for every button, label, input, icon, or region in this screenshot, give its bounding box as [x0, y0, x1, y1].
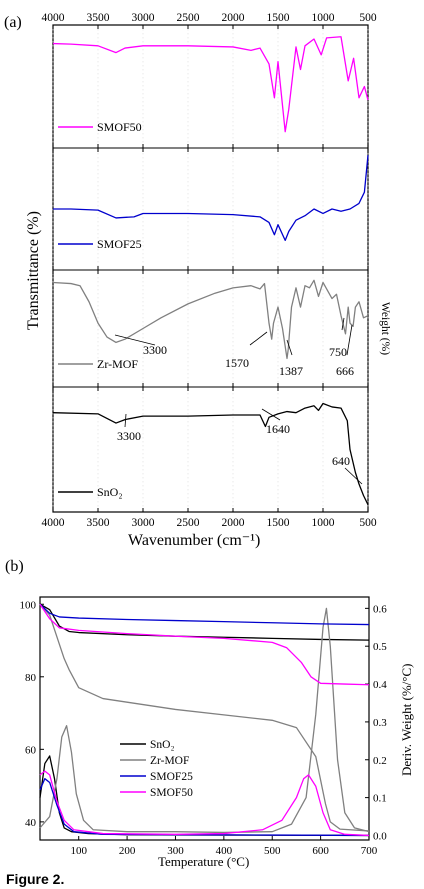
- ftir-x-axis-label: Wavenumber (cm⁻¹): [128, 532, 260, 549]
- ftir-plot-frame: [52, 24, 369, 513]
- ftir-bottom-tick-label: 4000: [42, 517, 65, 529]
- ftir-chart: 4000 3500 3000 2500 2000 1500 1000 500 4000 3500…: [25, 12, 391, 549]
- panel-b-label: (b): [5, 558, 24, 575]
- ftir-bottom-tick-label: 2500: [177, 517, 200, 529]
- figure-caption: Figure 2.: [6, 871, 64, 887]
- ftir-annotations: 3300 1570 1387 750 666 3300 1640 640: [114, 317, 363, 485]
- ftir-ticks: [52, 25, 369, 512]
- annotation-750: 750: [329, 345, 347, 359]
- legend-smof25-label: SMOF25: [97, 237, 142, 251]
- ftir-vertical-gridlines: [52, 25, 369, 512]
- tga-y2-tick-label: 0.0: [373, 830, 387, 842]
- tga-y2-tick-label: 0.2: [373, 755, 387, 767]
- tga-legend-smof25: SMOF25: [120, 771, 193, 783]
- tga-x-tick-label: 500: [264, 845, 281, 857]
- tga-weight-line-zr-mof: [39, 603, 370, 832]
- tga-x-tick-label: 100: [70, 845, 87, 857]
- tga-deriv-line-sno2: [39, 755, 370, 837]
- tga-y2-tick-label: 0.1: [373, 793, 387, 805]
- ftir-top-tick-label: 3500: [87, 12, 110, 24]
- tga-series-lines: [39, 603, 370, 837]
- tga-y-tick-labels: 40 60 80 100: [20, 599, 37, 829]
- ftir-y-axis-label: Transmittance (%): [25, 211, 42, 330]
- tga-x-tick-labels: 100 200 300 400 500 600 700: [70, 845, 377, 857]
- legend-sno2-label: SnO₂: [97, 485, 123, 499]
- tga-x-tick-label: 300: [167, 845, 184, 857]
- annotation-640: 640: [332, 454, 350, 468]
- ftir-right-label: Weight (%): [379, 302, 391, 355]
- tga-weight-line-smof25: [39, 603, 370, 626]
- tga-y2-tick-label: 0.3: [373, 717, 387, 729]
- tga-deriv-line-smof50: [39, 770, 370, 837]
- tga-weight-line-sno2: [39, 603, 370, 641]
- panel-a-label: (a): [4, 14, 22, 31]
- ftir-top-tick-label: 500: [359, 12, 377, 24]
- ftir-top-tick-labels: 4000 3500 3000 2500 2000 1500 1000 500: [42, 12, 377, 24]
- ftir-series-lines: [52, 36, 369, 505]
- ftir-line-smof25: [53, 155, 369, 242]
- tga-x-tick-label: 400: [216, 845, 233, 857]
- tga-plot-frame: [39, 596, 370, 841]
- ftir-bottom-tick-labels: 4000 3500 3000 2500 2000 1500 1000 500: [42, 517, 377, 529]
- tga-y2-tick-labels: 0.0 0.1 0.2 0.3 0.4 0.5 0.6: [373, 603, 387, 842]
- tga-y-tick-label: 100: [20, 599, 37, 611]
- tga-x-tick-label: 700: [361, 845, 378, 857]
- tga-legend-zrmof-label: Zr-MOF: [150, 755, 189, 767]
- legend-zrmof-label: Zr-MOF: [97, 357, 138, 371]
- ftir-bottom-tick-label: 3500: [87, 517, 110, 529]
- ftir-top-tick-label: 1500: [267, 12, 290, 24]
- legend-smof50-label: SMOF50: [97, 120, 142, 134]
- ftir-bottom-tick-label: 2000: [222, 517, 245, 529]
- annotation-1570: 1570: [225, 356, 249, 370]
- tga-legend-smof25-label: SMOF25: [150, 771, 193, 783]
- annotation-666: 666: [336, 364, 354, 378]
- tga-legend-smof50-label: SMOF50: [150, 787, 193, 799]
- ftir-legend-smof25: SMOF25: [58, 237, 142, 251]
- annotation-zrmof-3300: 3300: [143, 343, 167, 357]
- ftir-top-tick-label: 2500: [177, 12, 200, 24]
- ftir-bottom-tick-label: 500: [359, 517, 377, 529]
- annotation-1387: 1387: [279, 364, 303, 378]
- tga-legend-smof50: SMOF50: [120, 787, 193, 799]
- ftir-legend-smof50: SMOF50: [58, 120, 142, 134]
- ftir-line-sno2: [52, 402, 369, 505]
- tga-legend-sno2-label: SnO₂: [150, 739, 174, 751]
- tga-y-tick-label: 40: [25, 817, 37, 829]
- tga-y2-tick-label: 0.5: [373, 641, 387, 653]
- tga-y2-axis-label: Deriv. Weight (%/°C): [399, 664, 414, 776]
- tga-weight-line-smof50: [39, 603, 370, 686]
- ftir-top-tick-label: 2000: [222, 12, 245, 24]
- tga-y-tick-label: 60: [25, 744, 37, 756]
- ftir-bottom-tick-label: 1500: [267, 517, 290, 529]
- ftir-line-zr-mof: [52, 279, 369, 360]
- ftir-top-tick-label: 4000: [42, 12, 65, 24]
- tga-legend: SnO₂ Zr-MOF SMOF25 SMOF50: [120, 739, 193, 799]
- tga-x-tick-label: 600: [312, 845, 329, 857]
- annotation-sno2-3300: 3300: [117, 429, 141, 443]
- tga-y-tick-label: 80: [25, 672, 37, 684]
- tga-legend-zrmof: Zr-MOF: [120, 755, 189, 767]
- ftir-bottom-tick-label: 1000: [312, 517, 335, 529]
- ftir-top-tick-label: 1000: [312, 12, 335, 24]
- tga-legend-sno2: SnO₂: [120, 739, 174, 751]
- ftir-top-tick-label: 3000: [132, 12, 155, 24]
- ftir-bottom-tick-label: 3000: [132, 517, 155, 529]
- tga-y2-tick-label: 0.4: [373, 679, 387, 691]
- tga-deriv-line-smof25: [39, 778, 370, 837]
- tga-y2-tick-label: 0.6: [373, 603, 387, 615]
- annotation-1640: 1640: [266, 422, 290, 436]
- tga-x-axis-label: Temperature (°C): [158, 854, 249, 869]
- tga-x-tick-label: 200: [119, 845, 136, 857]
- ftir-legend-zrmof: Zr-MOF: [58, 357, 138, 371]
- ftir-legend-sno2: SnO₂: [58, 485, 123, 499]
- ftir-line-smof50: [52, 36, 369, 133]
